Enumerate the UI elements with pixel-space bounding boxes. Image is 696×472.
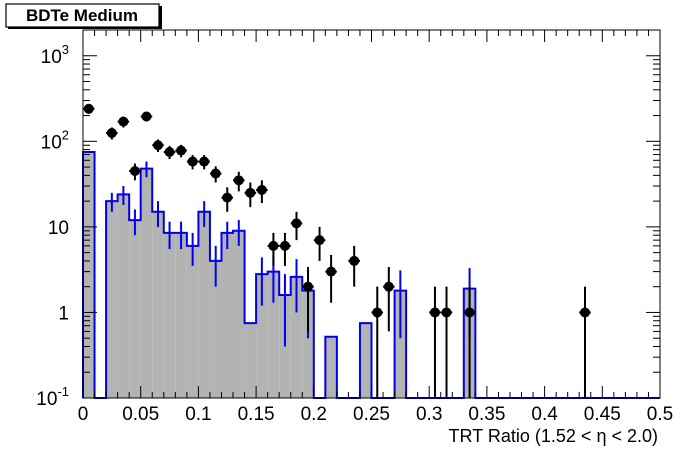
data-point — [372, 307, 383, 318]
data-point — [314, 235, 325, 246]
data-point — [153, 140, 164, 151]
data-point — [176, 145, 187, 156]
histogram-bar — [256, 274, 268, 398]
x-tick-label: 0 — [78, 404, 89, 425]
histogram-bar — [325, 336, 337, 398]
data-point — [291, 218, 302, 229]
histogram-bar — [83, 152, 95, 398]
x-tick-label: 0.2 — [301, 404, 327, 425]
histogram-bar — [221, 232, 234, 398]
data-point — [199, 156, 210, 167]
data-point — [83, 103, 94, 114]
x-tick-label: 0.45 — [584, 404, 621, 425]
data-point — [349, 255, 360, 266]
data-point — [118, 116, 129, 127]
x-tick-label: 0.15 — [238, 404, 275, 425]
histogram-bar — [290, 276, 303, 398]
axis-layer: 0 0.05 0.1 0.15 0.2 0.25 0.3 0.35 0.4 0.45 0.510-1… — [36, 29, 673, 425]
y-tick-label-exponent: -1 — [57, 384, 69, 399]
histogram-bar — [152, 211, 164, 398]
x-tick-label: 0.1 — [185, 404, 211, 425]
y-tick-label: 103 — [41, 42, 69, 68]
data-point — [326, 266, 337, 277]
data-point — [106, 128, 117, 139]
data-point — [256, 184, 267, 195]
x-axis-title: TRT Ratio (1.52 < η < 2.0) — [449, 426, 658, 446]
data-point — [579, 307, 590, 318]
histogram-bar — [106, 201, 118, 398]
histogram-bar — [186, 245, 199, 398]
histogram-bar — [233, 230, 245, 398]
histogram-bar — [163, 232, 176, 398]
data-point — [429, 307, 440, 318]
y-tick-label: 10-1 — [36, 384, 69, 410]
data-point — [187, 156, 198, 167]
x-tick-label: 0.05 — [122, 404, 159, 425]
y-tick-label-exponent: 2 — [62, 127, 69, 142]
data-point — [441, 307, 452, 318]
data-point — [383, 281, 394, 292]
y-tick-label-exponent: 3 — [62, 42, 69, 57]
data-point — [129, 165, 140, 176]
histogram-layer — [82, 151, 660, 399]
x-tick-label: 0.4 — [531, 404, 558, 425]
y-tick-label: 1 — [58, 303, 69, 324]
title-box: BDTe Medium — [5, 3, 162, 29]
data-point — [464, 307, 475, 318]
histogram-bar — [394, 290, 407, 398]
y-tick-label-base: 10 — [41, 47, 62, 68]
histogram-bar — [117, 194, 130, 398]
histogram-bar — [198, 211, 210, 398]
data-point — [245, 187, 256, 198]
data-point — [268, 240, 279, 251]
x-tick-label: 0.25 — [353, 404, 390, 425]
y-tick-label-base: 10 — [41, 132, 62, 153]
histogram-bar — [209, 260, 222, 398]
data-point — [233, 175, 244, 186]
histogram-bar — [359, 323, 372, 398]
title-box-shadow-right — [159, 6, 162, 29]
histogram-bar — [302, 290, 314, 398]
chart-title: BDTe Medium — [26, 6, 138, 25]
data-point — [279, 240, 290, 251]
title-box-shadow-bottom — [8, 27, 162, 29]
histogram-bar — [129, 220, 141, 398]
y-tick-label: 10 — [48, 218, 69, 239]
histogram-bar — [244, 323, 257, 398]
histogram-bar — [140, 168, 153, 398]
x-tick-label: 0.35 — [468, 404, 505, 425]
data-point — [210, 168, 221, 179]
data-point — [141, 111, 152, 122]
x-tick-label: 0.5 — [647, 404, 673, 425]
data-points-layer — [83, 103, 591, 398]
histogram-bar — [175, 232, 187, 398]
x-tick-label: 0.3 — [416, 404, 442, 425]
y-tick-label-base: 10 — [36, 389, 57, 410]
y-tick-label: 102 — [41, 127, 69, 153]
histogram-bar — [267, 271, 280, 398]
data-point — [303, 281, 314, 292]
data-point — [164, 147, 175, 158]
data-point — [222, 192, 233, 203]
